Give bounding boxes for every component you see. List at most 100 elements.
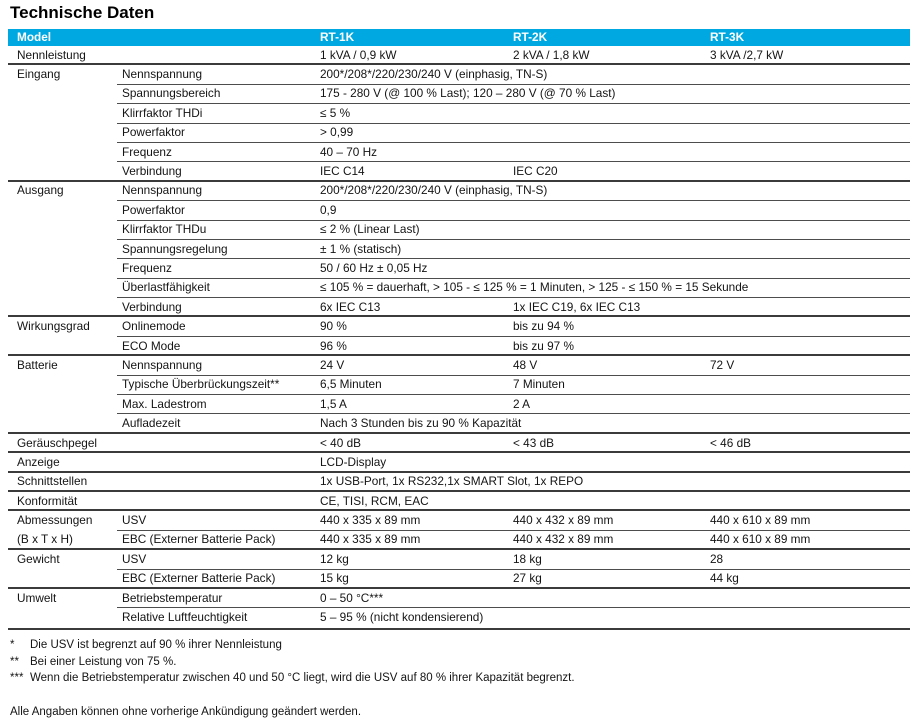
value-rt3k: 440 x 610 x 89 mm — [710, 513, 811, 528]
section-label: Schnittstellen — [17, 474, 88, 489]
table-row: Spannungsbereich 175 - 280 V (@ 100 % Las… — [8, 83, 910, 104]
section-label: Konformität — [17, 493, 78, 508]
value-rt2k: bis zu 94 % — [513, 319, 574, 334]
row-separator — [8, 548, 910, 551]
footnote-marker: *** — [10, 672, 24, 684]
table-row: Spannungsregelung ± 1 % (statisch) — [8, 238, 910, 259]
row-separator — [8, 509, 910, 512]
value-rt1k: < 40 dB — [320, 435, 361, 450]
table-row: Ausgang Nennspannung 200*/208*/220/230/240… — [8, 179, 910, 201]
value-rt1k: LCD-Display — [320, 454, 387, 469]
value-rt2k: 1x IEC C19, 6x IEC C13 — [513, 299, 641, 314]
table-row: Aufladezeit Nach 3 Stunden bis zu 90 % Ka… — [8, 413, 910, 433]
table-row: Gewicht USV 12 kg 18 kg 28 — [8, 548, 910, 569]
value-rt1k: 200*/208*/220/230/240 V (einphasig, TN-S… — [320, 67, 548, 82]
footnote: ** Bei einer Leistung von 75 %. — [10, 654, 575, 671]
parameter-label: USV — [122, 551, 147, 566]
table-row: Verbindung IEC C14 IEC C20 — [8, 161, 910, 181]
value-rt2k: 2 A — [513, 396, 531, 411]
section-label: Geräuschpegel — [17, 435, 98, 450]
value-rt1k: 1,5 A — [320, 396, 347, 411]
row-separator — [117, 122, 910, 124]
value-rt1k: ≤ 2 % (Linear Last) — [320, 222, 420, 237]
column-header-model: Model — [17, 29, 52, 44]
section-label: Abmessungen — [17, 513, 93, 528]
parameter-label: Überlastfähigkeit — [122, 280, 210, 295]
value-rt1k: ≤ 5 % — [320, 105, 351, 120]
value-rt2k: 2 kVA / 1,8 kW — [513, 47, 590, 62]
value-rt1k: Nach 3 Stunden bis zu 90 % Kapazität — [320, 416, 522, 431]
row-separator — [8, 451, 910, 454]
row-separator — [117, 161, 910, 163]
parameter-label: EBC (Externer Batterie Pack) — [122, 532, 276, 547]
value-rt1k: 90 % — [320, 319, 347, 334]
column-header-rt2k: RT-2K — [513, 29, 548, 44]
table-row: Nennleistung 1 kVA / 0,9 kW 2 kVA / 1,8 kW… — [8, 46, 910, 65]
row-separator — [117, 374, 910, 376]
value-rt1k: 15 kg — [320, 571, 349, 586]
parameter-label: Spannungsbereich — [122, 86, 221, 101]
table-row: Eingang Nennspannung 200*/208*/220/230/240… — [8, 63, 910, 84]
footnote-text: Bei einer Leistung von 75 %. — [30, 655, 177, 668]
table-row: Klirrfaktor THDi ≤ 5 % — [8, 103, 910, 123]
section-label: Eingang — [17, 67, 61, 82]
row-separator — [117, 568, 910, 570]
parameter-label: EBC (Externer Batterie Pack) — [122, 571, 276, 586]
column-header-rt3k: RT-3K — [710, 29, 745, 44]
value-rt2k: 18 kg — [513, 551, 542, 566]
section-label: Umwelt — [17, 590, 57, 605]
parameter-label: Frequenz — [122, 144, 172, 159]
row-separator — [117, 413, 910, 415]
parameter-label: Nennspannung — [122, 67, 203, 82]
row-separator — [117, 219, 910, 221]
section-label: Gewicht — [17, 551, 60, 566]
value-rt3k: < 46 dB — [710, 435, 751, 450]
table-row: Wirkungsgrad Onlinemode 90 % bis zu 94 % — [8, 315, 910, 336]
parameter-label: Frequenz — [122, 261, 172, 276]
value-rt1k: 200*/208*/220/230/240 V (einphasig, TN-S… — [320, 183, 548, 198]
table-row: Abmessungen USV 440 x 335 x 89 mm 440 x 432… — [8, 509, 910, 530]
value-rt1k: 175 - 280 V (@ 100 % Last); 120 – 280 V … — [320, 86, 616, 101]
table-header-row: Model RT-1K RT-2K RT-3K — [8, 29, 910, 46]
footnote-marker: ** — [10, 655, 19, 668]
section-label: Nennleistung — [17, 47, 86, 62]
footnote: *** Wenn die Betriebstemperatur zwischen … — [10, 670, 575, 687]
value-rt2k: 48 V — [513, 358, 538, 373]
parameter-label: Betriebstemperatur — [122, 590, 223, 605]
parameter-label: Verbindung — [122, 299, 182, 314]
table-row: ECO Mode 96 % bis zu 97 % — [8, 335, 910, 356]
row-separator — [117, 394, 910, 396]
row-separator — [117, 277, 910, 279]
parameter-label: Nennspannung — [122, 183, 203, 198]
value-rt3k: 440 x 610 x 89 mm — [710, 532, 811, 547]
value-rt1k: CE, TISI, RCM, EAC — [320, 493, 429, 508]
value-rt1k: 440 x 335 x 89 mm — [320, 513, 421, 528]
value-rt1k: ± 1 % (statisch) — [320, 241, 402, 256]
parameter-label: Verbindung — [122, 164, 182, 179]
value-rt2k: IEC C20 — [513, 164, 558, 179]
value-rt1k: ≤ 105 % = dauerhaft, > 105 - ≤ 125 % = 1… — [320, 280, 749, 295]
parameter-label: Typische Überbrückungszeit** — [122, 377, 280, 392]
value-rt1k: 40 – 70 Hz — [320, 144, 378, 159]
row-separator — [8, 431, 910, 434]
value-rt1k: 0 – 50 °C*** — [320, 590, 384, 605]
row-separator — [8, 354, 910, 357]
table-body: Nennleistung 1 kVA / 0,9 kW 2 kVA / 1,8 kW… — [8, 46, 910, 628]
value-rt1k: 12 kg — [320, 551, 349, 566]
parameter-label: Onlinemode — [122, 319, 186, 334]
parameter-label: ECO Mode — [122, 338, 181, 353]
value-rt1k: 5 – 95 % (nicht kondensierend) — [320, 610, 484, 625]
column-header-rt1k: RT-1K — [320, 29, 355, 44]
value-rt1k: 6,5 Minuten — [320, 377, 382, 392]
table-row: Konformität CE, TISI, RCM, EAC — [8, 489, 910, 511]
row-separator — [117, 529, 910, 531]
table-bottom-border — [8, 627, 910, 630]
table-row: Relative Luftfeuchtigkeit 5 – 95 % (nicht… — [8, 607, 910, 627]
section-label: Batterie — [17, 358, 58, 373]
table-row: Überlastfähigkeit ≤ 105 % = dauerhaft, > … — [8, 277, 910, 298]
table-row: Powerfaktor 0,9 — [8, 200, 910, 220]
table-row: Anzeige LCD-Display — [8, 451, 910, 472]
value-rt1k: 96 % — [320, 338, 347, 353]
value-rt3k: 28 — [710, 551, 724, 566]
